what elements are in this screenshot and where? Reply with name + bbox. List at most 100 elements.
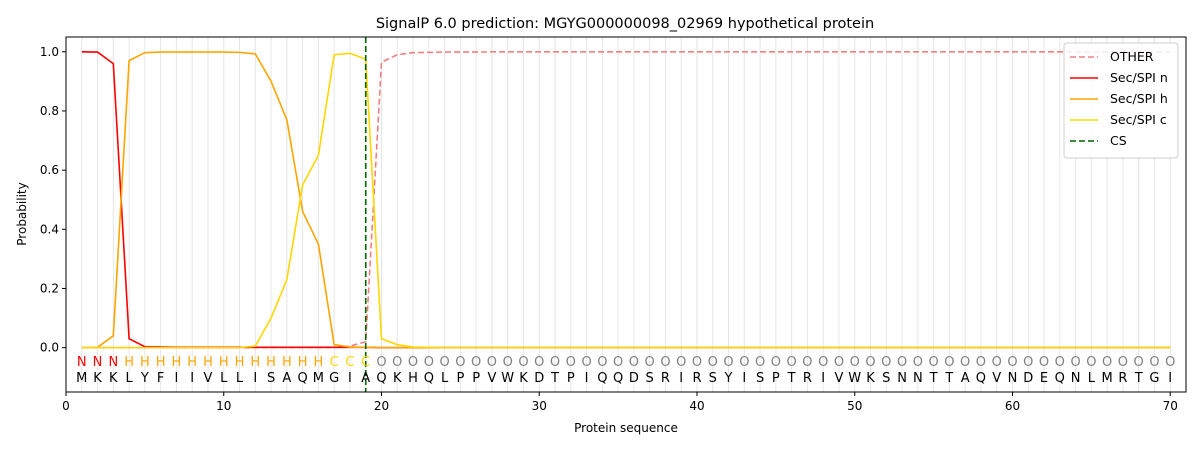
residue-letter: S bbox=[709, 371, 717, 386]
series-line-sec-spi-c bbox=[81, 52, 1171, 349]
state-letter: O bbox=[960, 355, 970, 370]
state-letter: N bbox=[93, 355, 103, 370]
state-letter: O bbox=[487, 355, 497, 370]
residue-letter: D bbox=[1023, 371, 1033, 386]
state-letter: O bbox=[408, 355, 418, 370]
state-letter: O bbox=[1007, 355, 1017, 370]
state-letter: O bbox=[1070, 355, 1080, 370]
residue-letter: T bbox=[550, 371, 559, 386]
state-letter: O bbox=[676, 355, 686, 370]
y-tick-label: 0.2 bbox=[40, 281, 59, 295]
state-letter: O bbox=[550, 355, 560, 370]
residue-letter: N bbox=[1008, 371, 1018, 386]
state-letter: O bbox=[1055, 355, 1065, 370]
y-tick-label: 0.6 bbox=[40, 163, 59, 177]
residue-letter: I bbox=[742, 371, 746, 386]
state-letter: O bbox=[771, 355, 781, 370]
residue-letter: F bbox=[157, 371, 164, 386]
state-letter: H bbox=[203, 355, 213, 370]
x-tick-label: 50 bbox=[847, 399, 862, 413]
state-letter: O bbox=[1134, 355, 1144, 370]
residue-letter: D bbox=[534, 371, 544, 386]
x-axis-label: Protein sequence bbox=[574, 421, 678, 435]
residue-letter: S bbox=[756, 371, 764, 386]
state-letter: O bbox=[566, 355, 576, 370]
state-letter: H bbox=[172, 355, 182, 370]
legend-label: CS bbox=[1110, 133, 1127, 148]
residue-letter: E bbox=[1040, 371, 1048, 386]
state-letter: H bbox=[235, 355, 245, 370]
state-letter: H bbox=[282, 355, 292, 370]
state-letter: O bbox=[660, 355, 670, 370]
legend-label: Sec/SPI n bbox=[1110, 70, 1168, 85]
residue-letter: N bbox=[913, 371, 923, 386]
state-letter: O bbox=[723, 355, 733, 370]
state-letter: O bbox=[692, 355, 702, 370]
residue-letter: V bbox=[204, 371, 213, 386]
state-letter: O bbox=[1039, 355, 1049, 370]
state-letter: O bbox=[392, 355, 402, 370]
state-letter: O bbox=[1023, 355, 1033, 370]
residue-letter: L bbox=[220, 371, 228, 386]
residue-letter: P bbox=[567, 371, 575, 386]
state-letter: H bbox=[314, 355, 324, 370]
residue-letter: I bbox=[679, 371, 683, 386]
state-letter: O bbox=[518, 355, 528, 370]
residue-letter: W bbox=[848, 371, 861, 386]
residue-letter: A bbox=[361, 371, 370, 386]
residue-letter: K bbox=[866, 371, 875, 386]
residue-letter: K bbox=[393, 371, 402, 386]
residue-letter: P bbox=[456, 371, 464, 386]
residue-letter: S bbox=[646, 371, 654, 386]
residue-letter: K bbox=[93, 371, 102, 386]
residue-letter: T bbox=[944, 371, 953, 386]
x-tick-label: 20 bbox=[374, 399, 389, 413]
state-letter: H bbox=[187, 355, 197, 370]
residue-letter: R bbox=[692, 371, 701, 386]
state-letter: H bbox=[140, 355, 150, 370]
legend-label: OTHER bbox=[1110, 49, 1154, 64]
residue-letter: L bbox=[236, 371, 244, 386]
state-letter: O bbox=[1149, 355, 1159, 370]
state-letter: H bbox=[250, 355, 260, 370]
legend: OTHER Sec/SPI n Sec/SPI h Sec/SPI c CS bbox=[1063, 42, 1179, 159]
residue-letter: P bbox=[772, 371, 780, 386]
residue-letter: N bbox=[1071, 371, 1081, 386]
residue-letter: Q bbox=[597, 371, 607, 386]
state-letter: O bbox=[645, 355, 655, 370]
y-tick-label: 0.4 bbox=[40, 222, 59, 236]
state-letter: C bbox=[345, 355, 354, 370]
residue-letter: R bbox=[803, 371, 812, 386]
plot-frame bbox=[65, 36, 1187, 393]
state-letter: O bbox=[834, 355, 844, 370]
axes: 0 10 20 30 40 50 60 70 0.0 0.2 0.4 0.6 0.8 1.0 bbox=[40, 45, 1178, 413]
residue-letter: K bbox=[519, 371, 528, 386]
residue-letter: T bbox=[929, 371, 938, 386]
y-axis-label: Probability bbox=[15, 182, 29, 245]
state-letter: O bbox=[471, 355, 481, 370]
residue-letter: I bbox=[821, 371, 825, 386]
residue-letter: I bbox=[175, 371, 179, 386]
residue-letter: G bbox=[1149, 371, 1159, 386]
chart-title: SignalP 6.0 prediction: MGYG000000098_02… bbox=[376, 16, 874, 32]
x-tick-label: 30 bbox=[532, 399, 547, 413]
state-letter: H bbox=[298, 355, 308, 370]
residue-letter: T bbox=[1134, 371, 1143, 386]
residue-letter: R bbox=[661, 371, 670, 386]
residue-letter: I bbox=[348, 371, 352, 386]
state-letter: H bbox=[266, 355, 276, 370]
state-letter: O bbox=[897, 355, 907, 370]
residue-letter: S bbox=[882, 371, 890, 386]
residue-letter: Q bbox=[976, 371, 986, 386]
residue-letter: P bbox=[472, 371, 480, 386]
state-letter: O bbox=[818, 355, 828, 370]
residue-letter: M bbox=[76, 371, 87, 386]
y-tick-label: 0.0 bbox=[40, 341, 59, 355]
legend-label: Sec/SPI c bbox=[1110, 112, 1167, 127]
residue-letter: M bbox=[1102, 371, 1113, 386]
residue-letter: Q bbox=[613, 371, 623, 386]
state-letter: O bbox=[802, 355, 812, 370]
state-letter: O bbox=[613, 355, 623, 370]
state-letter: O bbox=[376, 355, 386, 370]
